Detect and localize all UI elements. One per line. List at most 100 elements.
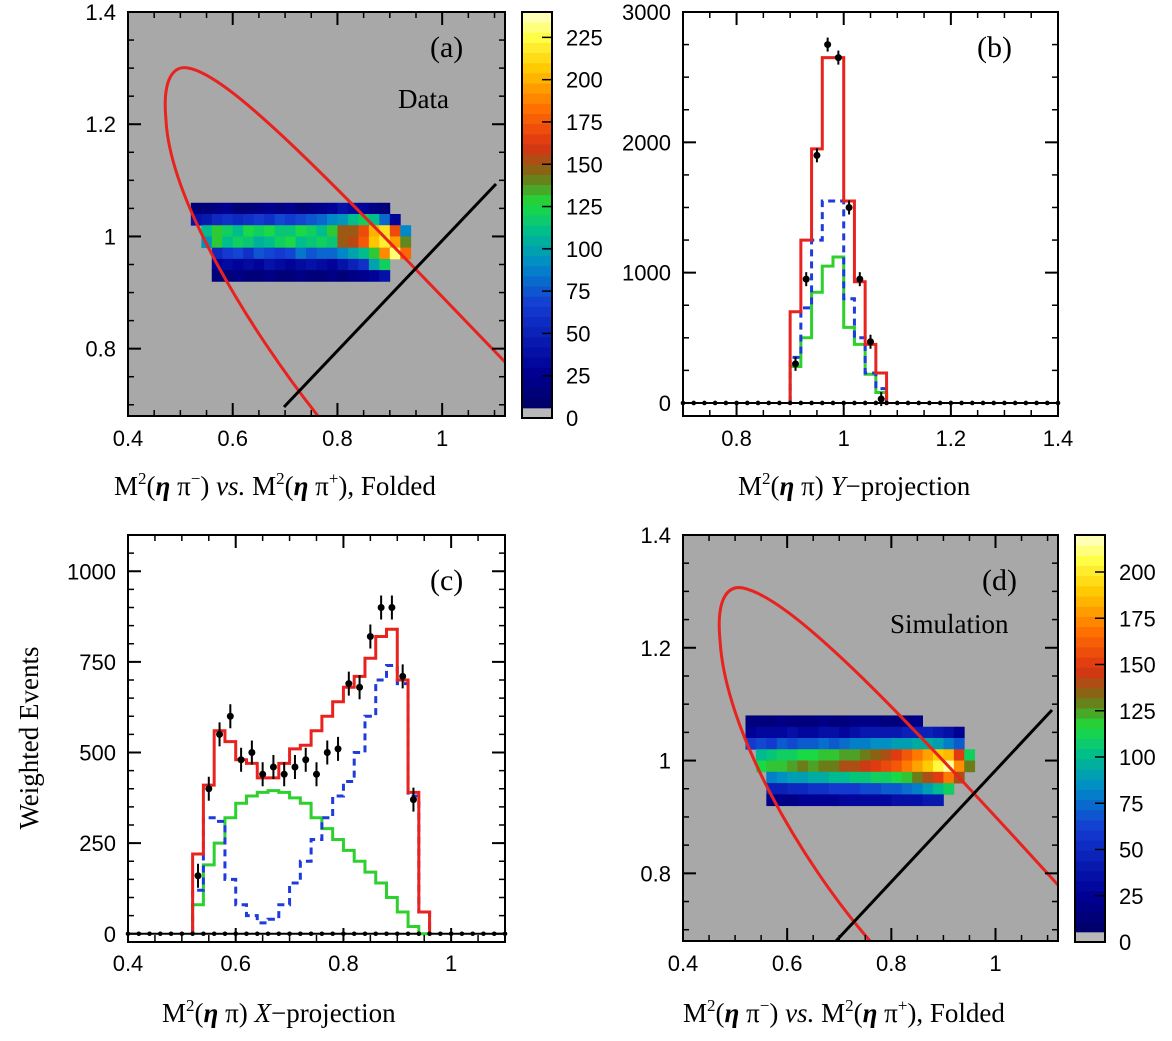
heatmap-cell <box>808 760 819 773</box>
heatmap-cell <box>912 794 923 807</box>
y-tick-label: 1.2 <box>640 636 671 661</box>
y-tick-label: 0 <box>659 391 671 416</box>
heatmap-cell <box>839 794 851 807</box>
heatmap-cell <box>211 236 223 249</box>
colorbar-swatch <box>1075 860 1105 872</box>
colorbar-swatch <box>522 42 552 54</box>
heatmap-cell <box>933 726 944 739</box>
colorbar-swatch <box>1075 738 1105 750</box>
x-tick-label: 1.2 <box>936 426 967 451</box>
axes: 0.8 1 1.2 1.4 0 1000 2000 3000 <box>622 0 1073 451</box>
heatmap-cell <box>870 749 882 761</box>
heatmap-cell <box>389 236 401 249</box>
colorbar-swatch <box>1075 840 1105 851</box>
zero-point <box>158 931 163 937</box>
x-tick-label: 0.6 <box>772 951 803 976</box>
heatmap-cell <box>264 225 276 237</box>
heatmap-cell <box>755 726 767 739</box>
zero-point <box>276 931 282 937</box>
heatmap-cell <box>264 236 276 249</box>
heatmap-cell <box>808 738 819 750</box>
panel-d: 0.4 0.6 0.8 1 0.8 1 1.2 1.4 (d) Simulation 0 25 5… <box>640 523 1155 1028</box>
x-axis-title: M2​(η π) X−projection <box>162 996 396 1028</box>
heatmap-cell <box>776 715 788 728</box>
heatmap-cell <box>755 715 767 728</box>
x-tick-label: 0.4 <box>113 426 144 451</box>
caption-text: ) <box>200 471 216 501</box>
eta-symbol: η <box>725 998 740 1028</box>
heatmap-cell <box>337 270 349 282</box>
heatmap-cell <box>389 214 401 226</box>
caption-text: π <box>739 998 760 1028</box>
heatmap-cell <box>880 794 892 807</box>
data-point <box>302 756 310 764</box>
x-tick-label: 1 <box>445 951 457 976</box>
italic-text: Y <box>830 471 848 501</box>
colorbar: 0 25 50 75 100 125 150 175 200 <box>1074 534 1156 955</box>
axes: 0.4 0.6 0.8 1 0.8 1 1.2 1.4 <box>640 523 1058 976</box>
heatmap-cell <box>849 726 861 739</box>
heatmap-cell <box>912 771 923 784</box>
heatmap-cell <box>860 738 871 750</box>
zero-point <box>319 931 325 937</box>
heatmap-cell <box>901 771 913 784</box>
zero-point <box>948 400 954 406</box>
heatmap-cell <box>953 749 965 761</box>
panel-label: (c) <box>430 564 463 597</box>
y-tick-label: 0.8 <box>85 337 116 362</box>
heatmap-cell <box>295 236 307 249</box>
colorbar-swatch <box>1075 850 1105 862</box>
heatmap-cell <box>274 225 286 237</box>
heatmap-cell <box>797 749 809 761</box>
heatmap-cell <box>849 715 861 728</box>
y-tick-label: 2000 <box>622 130 671 155</box>
colorbar-tick-label: 100 <box>566 237 603 262</box>
panel-a: 0.4 0.6 0.8 1 0.8 1 1.2 1.4 (a) Data 0 25 50 75 100… <box>85 0 602 501</box>
colorbar-tick-label: 0 <box>1119 930 1131 955</box>
heatmap-cell <box>368 258 380 271</box>
heatmap-cell <box>766 715 778 728</box>
dashed-histogram <box>788 199 889 403</box>
heatmap-cell <box>797 715 809 728</box>
heatmap-cell <box>787 760 798 773</box>
heatmap-cell <box>797 771 809 784</box>
caption-text: ( <box>771 471 780 501</box>
data-point <box>269 763 277 771</box>
zero-point <box>362 931 368 937</box>
heatmap-cell <box>797 760 809 773</box>
heatmap-cell <box>222 225 234 237</box>
heatmap-cell <box>358 247 370 260</box>
heatmap-cell <box>232 236 244 249</box>
zero-point <box>766 400 772 406</box>
heatmap-cell <box>870 738 882 750</box>
caption-text: π <box>877 998 898 1028</box>
heatmap-cell <box>849 760 861 773</box>
colorbar-swatch <box>522 326 552 338</box>
colorbar-swatch <box>522 387 552 399</box>
data-point <box>345 680 353 688</box>
heatmap-cell <box>337 258 349 271</box>
heatmap-cell <box>222 236 234 249</box>
heatmap-cell <box>358 202 370 215</box>
heatmap-cell <box>306 258 317 271</box>
heatmap-cell <box>232 225 244 237</box>
plot-frame <box>682 534 1059 942</box>
colorbar-swatch <box>522 83 552 94</box>
zero-point <box>1023 400 1029 406</box>
heatmap-cell <box>232 270 244 282</box>
data-point <box>313 770 320 778</box>
heatmap-cell <box>797 783 809 795</box>
heatmap-cell <box>264 270 276 282</box>
heatmap-cell <box>922 726 934 739</box>
data-point <box>399 672 407 680</box>
zero-point <box>211 931 217 937</box>
heatmap-cell <box>860 749 871 761</box>
panel-label: (a) <box>430 31 463 64</box>
heatmap-cell <box>379 270 391 282</box>
data-point <box>205 785 213 793</box>
heatmap-cell <box>243 258 255 271</box>
superscript: 2 <box>186 996 195 1015</box>
heatmap-cell <box>347 202 359 215</box>
heatmap-cell <box>316 236 328 249</box>
zero-point <box>373 931 379 937</box>
